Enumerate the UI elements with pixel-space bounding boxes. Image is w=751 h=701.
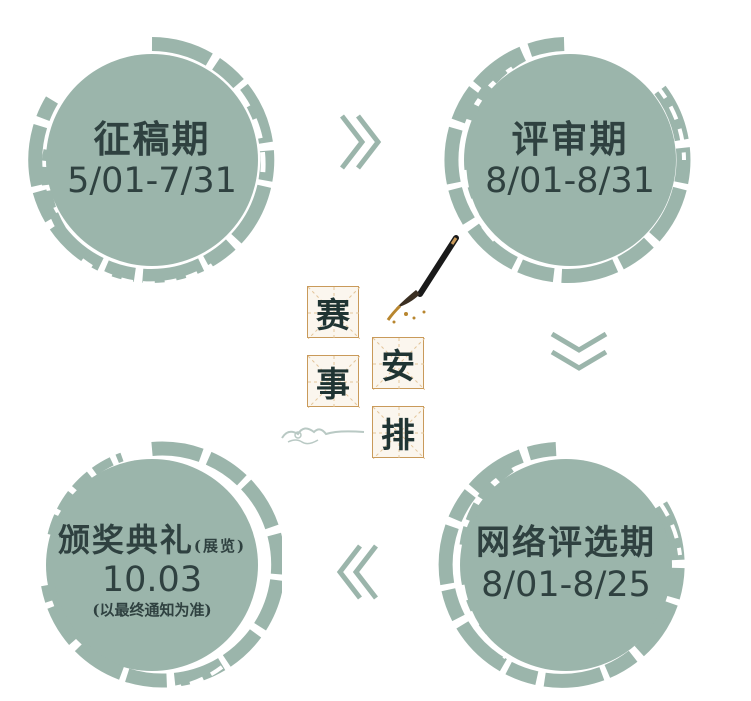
grid-guide-icon: [373, 338, 425, 390]
label-char: 安: [381, 346, 415, 387]
phase-title: 评审期: [511, 116, 629, 161]
ink-circle-icon: [438, 442, 685, 688]
grid-guide-icon: [373, 407, 425, 459]
double-chevron-left-icon: [336, 544, 378, 600]
phase-title: 网络评选期: [476, 523, 656, 564]
phase-date: 8/01-8/25: [481, 564, 651, 605]
label-char: 排: [381, 415, 415, 456]
phase-title-suffix: (展览): [193, 536, 247, 555]
grid-guide-icon: [308, 287, 360, 339]
phase-title: 征稿期: [93, 116, 211, 161]
label-tile: 事: [307, 355, 360, 408]
label-tile: 安: [372, 337, 425, 390]
label-char: 事: [316, 364, 350, 405]
double-chevron-down-icon: [550, 331, 608, 371]
brush-icon: [386, 235, 459, 324]
ink-circle-icon: [444, 36, 691, 283]
phase-date: 5/01-7/31: [67, 161, 237, 202]
phase-title-row: 颁奖典礼(展览): [57, 520, 247, 559]
phase-ceremony: 颁奖典礼(展览) 10.03 (以最终通知为准): [22, 435, 282, 695]
ink-circle-icon: [28, 37, 275, 286]
phase-online-vote: 网络评选期 8/01-8/25: [436, 435, 696, 695]
label-tile: 赛: [307, 286, 360, 339]
label-char: 赛: [316, 295, 350, 336]
phase-date: 10.03: [101, 559, 203, 600]
label-tile: 排: [372, 406, 425, 459]
phase-submission: 征稿期 5/01-7/31: [22, 30, 282, 290]
phase-date: 8/01-8/31: [485, 161, 655, 202]
grid-guide-icon: [308, 356, 360, 408]
cloud-ornament-icon: [281, 427, 365, 445]
phase-note: (以最终通知为准): [92, 600, 212, 619]
double-chevron-right-icon: [340, 114, 382, 170]
ink-circle-icon: [41, 441, 282, 692]
phase-review: 评审期 8/01-8/31: [440, 30, 700, 290]
phase-title: 颁奖典礼: [57, 520, 194, 559]
